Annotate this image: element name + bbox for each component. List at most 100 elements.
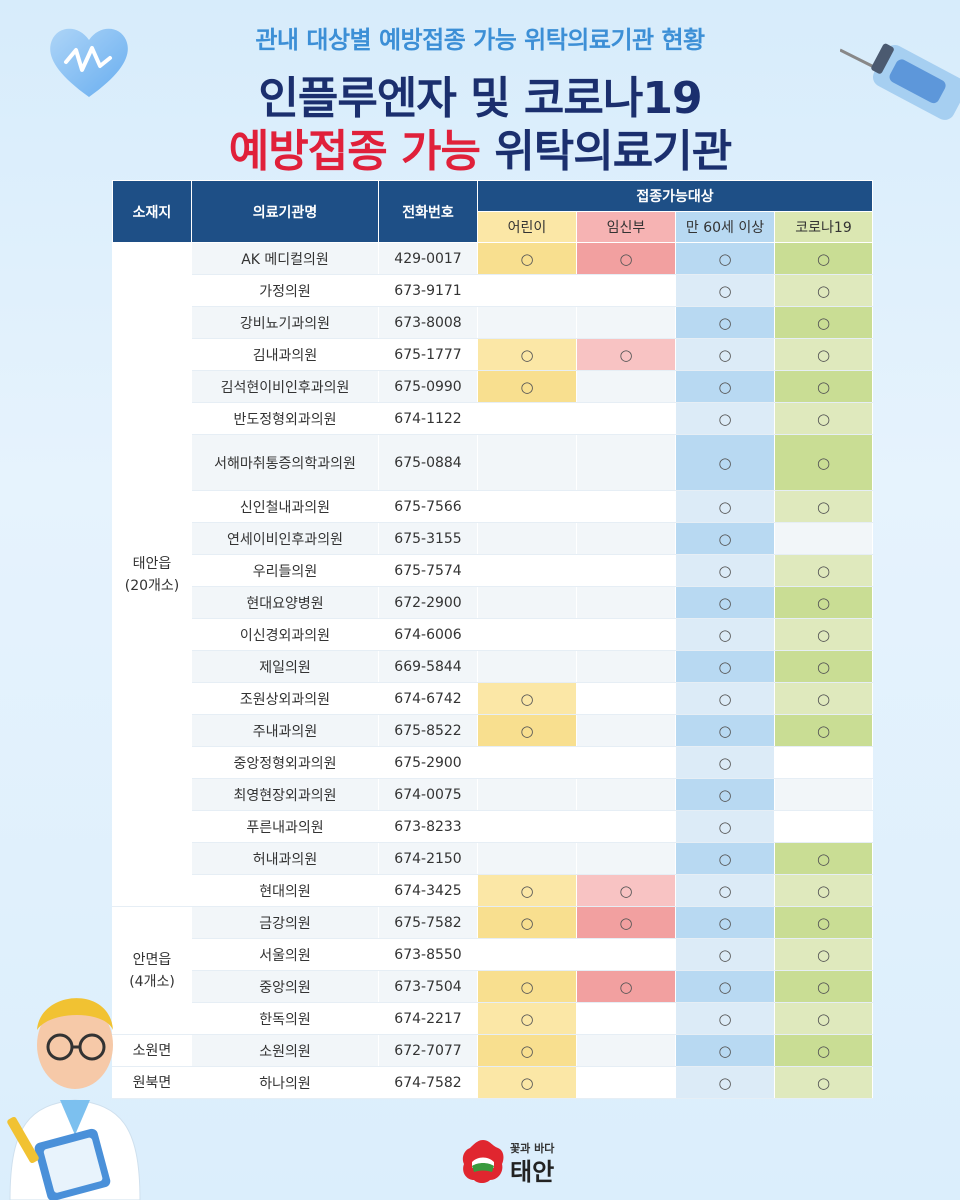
- region-cell: 태안읍 (20개소): [112, 242, 192, 907]
- clinic-name-cell: 가정의원: [191, 274, 379, 307]
- sixty-plus-mark-cell: ○: [675, 618, 775, 651]
- table-row: 원북면 하나의원 674-7582 ○ ○ ○: [112, 1066, 874, 1099]
- table-row: 우리들의원 675-7574 ○ ○: [113, 554, 874, 587]
- heart-icon: [50, 28, 128, 98]
- sixty-plus-mark-cell: ○: [675, 554, 775, 587]
- pregnant-mark-cell: ○: [576, 874, 676, 907]
- covid-mark-cell: ○: [773, 938, 874, 971]
- covid-mark-cell: ○: [773, 1066, 874, 1099]
- covid-mark-cell: ○: [773, 842, 874, 875]
- clinic-name-cell: 주내과의원: [191, 714, 379, 747]
- clinic-name-cell: 연세이비인후과의원: [191, 522, 379, 555]
- sub-covid-header: 코로나19: [773, 211, 874, 243]
- child-mark-cell: [477, 938, 577, 971]
- clinic-name-cell: 하나의원: [191, 1066, 379, 1099]
- clinic-table-wrap: 소재지 의료기관명 전화번호 접종가능대상 어린이 임신부 만 60세 이상 코…: [112, 180, 874, 1099]
- table-row: 강비뇨기과의원 673-8008 ○ ○: [113, 306, 874, 339]
- covid-mark-cell: ○: [773, 906, 874, 939]
- sixty-plus-mark-cell: ○: [675, 682, 775, 715]
- sixty-plus-mark-cell: ○: [675, 906, 775, 939]
- clinic-name-cell: 현대의원: [191, 874, 379, 907]
- child-mark-cell: ○: [477, 682, 577, 715]
- table-row: 푸른내과의원 673-8233 ○: [113, 810, 874, 843]
- sixty-plus-mark-cell: ○: [675, 522, 775, 555]
- table-row: 중앙정형외과의원 675-2900 ○: [113, 746, 874, 779]
- covid-mark-cell: ○: [773, 242, 874, 275]
- child-mark-cell: ○: [477, 874, 577, 907]
- logo-name: 태안: [510, 1158, 555, 1186]
- covid-mark-cell: ○: [773, 714, 874, 747]
- pregnant-mark-cell: [576, 434, 676, 491]
- pregnant-mark-cell: [576, 618, 676, 651]
- table-row: 태안읍 (20개소) AK 메디컬의원 429-0017 ○ ○ ○ ○: [112, 242, 874, 907]
- covid-mark-cell: ○: [773, 554, 874, 587]
- clinic-name-cell: 강비뇨기과의원: [191, 306, 379, 339]
- page-title-line2: 예방접종 가능 위탁의료기관: [0, 115, 960, 179]
- clinic-table-body: 태안읍 (20개소) AK 메디컬의원 429-0017 ○ ○ ○ ○ 가정의원 673-91…: [112, 242, 874, 1099]
- clinic-phone-cell: 674-2150: [378, 842, 478, 875]
- clinic-name-cell: 서울의원: [191, 938, 379, 971]
- clinic-phone-cell: 672-7077: [378, 1034, 478, 1067]
- logo-slogan: 꽃과 바다: [510, 1142, 555, 1155]
- child-mark-cell: [477, 306, 577, 339]
- child-mark-cell: ○: [477, 1034, 577, 1067]
- pregnant-mark-cell: [576, 490, 676, 523]
- clinic-phone-cell: 675-3155: [378, 522, 478, 555]
- clinic-phone-cell: 674-3425: [378, 874, 478, 907]
- child-mark-cell: ○: [477, 370, 577, 403]
- pregnant-mark-cell: [576, 938, 676, 971]
- taean-emblem-icon: [462, 1140, 504, 1183]
- child-mark-cell: ○: [477, 1066, 577, 1099]
- clinic-table: 소재지 의료기관명 전화번호 접종가능대상 어린이 임신부 만 60세 이상 코…: [112, 180, 874, 1099]
- table-row: 가정의원 673-9171 ○ ○: [113, 274, 874, 307]
- clinic-phone-cell: 674-1122: [378, 402, 478, 435]
- col-phone-header: 전화번호: [378, 180, 478, 243]
- pregnant-mark-cell: [576, 274, 676, 307]
- table-row: 반도정형외과의원 674-1122 ○ ○: [113, 402, 874, 435]
- pregnant-mark-cell: [576, 842, 676, 875]
- pregnant-mark-cell: [576, 554, 676, 587]
- region-cell: 소원면: [112, 1034, 192, 1067]
- clinic-name-cell: 금강의원: [191, 906, 379, 939]
- table-row: 이신경외과의원 674-6006 ○ ○: [113, 618, 874, 651]
- sixty-plus-mark-cell: ○: [675, 746, 775, 779]
- table-row: 서해마취통증의학과의원 675-0884 ○ ○: [113, 434, 874, 491]
- sixty-plus-mark-cell: ○: [675, 842, 775, 875]
- covid-mark-cell: ○: [773, 402, 874, 435]
- clinic-phone-cell: 674-0075: [378, 778, 478, 811]
- clinic-phone-cell: 673-8233: [378, 810, 478, 843]
- sixty-plus-mark-cell: ○: [675, 714, 775, 747]
- table-row: 한독의원 674-2217 ○ ○ ○: [113, 1002, 874, 1035]
- page-title-line1: 인플루엔자 및 코로나19: [258, 73, 702, 124]
- clinic-name-cell: 최영현장외과의원: [191, 778, 379, 811]
- title-highlight: 예방접종 가능: [228, 126, 481, 177]
- sixty-plus-mark-cell: ○: [675, 810, 775, 843]
- sixty-plus-mark-cell: ○: [675, 650, 775, 683]
- sixty-plus-mark-cell: ○: [675, 338, 775, 371]
- clinic-name-cell: 현대요양병원: [191, 586, 379, 619]
- covid-mark-cell: ○: [773, 306, 874, 339]
- pregnant-mark-cell: [576, 1002, 676, 1035]
- clinic-name-cell: 이신경외과의원: [191, 618, 379, 651]
- pregnant-mark-cell: [576, 810, 676, 843]
- sub-60plus-header: 만 60세 이상: [675, 211, 775, 243]
- clinic-phone-cell: 674-2217: [378, 1002, 478, 1035]
- pregnant-mark-cell: [576, 1034, 676, 1067]
- clinic-phone-cell: 674-6006: [378, 618, 478, 651]
- pregnant-mark-cell: [576, 682, 676, 715]
- clinic-name-cell: 푸른내과의원: [191, 810, 379, 843]
- covid-mark-cell: ○: [773, 970, 874, 1003]
- table-row: 김내과의원 675-1777 ○ ○ ○ ○: [113, 338, 874, 371]
- sixty-plus-mark-cell: ○: [675, 1002, 775, 1035]
- covid-mark-cell: ○: [773, 370, 874, 403]
- table-row: 안면읍 (4개소) 금강의원 675-7582 ○ ○ ○ ○: [112, 906, 874, 1035]
- table-row: 서울의원 673-8550 ○ ○: [113, 938, 874, 971]
- covid-mark-cell: ○: [773, 586, 874, 619]
- pregnant-mark-cell: [576, 778, 676, 811]
- clinic-name-cell: 조원상외과의원: [191, 682, 379, 715]
- clinic-name-cell: 제일의원: [191, 650, 379, 683]
- child-mark-cell: [477, 778, 577, 811]
- clinic-name-cell: 김석현이비인후과의원: [191, 370, 379, 403]
- clinic-phone-cell: 674-7582: [378, 1066, 478, 1099]
- pregnant-mark-cell: [576, 714, 676, 747]
